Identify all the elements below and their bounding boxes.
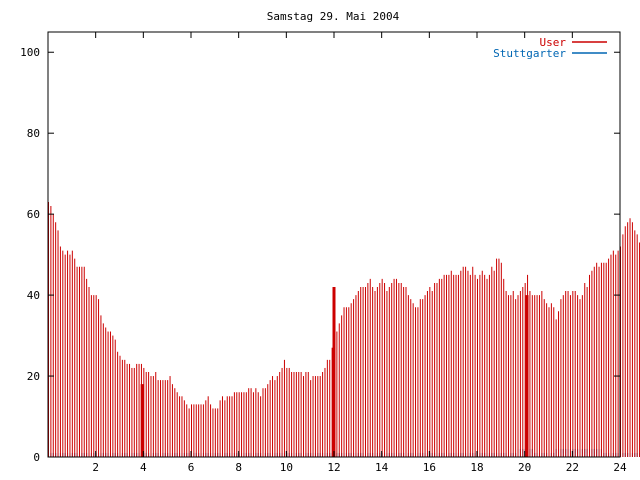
chart-title: Samstag 29. Mai 2004 [267, 10, 400, 23]
x-tick-label: 12 [327, 461, 340, 474]
legend: User Stuttgarter [493, 36, 607, 60]
bars-layer [48, 202, 640, 457]
y-tick-label: 100 [20, 46, 40, 59]
x-tick-label: 18 [470, 461, 483, 474]
x-tick-label: 22 [566, 461, 579, 474]
x-tick-label: 24 [613, 461, 627, 474]
legend-label-user: User [540, 36, 567, 49]
x-tick-label: 16 [423, 461, 436, 474]
x-tick-label: 20 [518, 461, 531, 474]
x-tick-label: 8 [235, 461, 242, 474]
x-tick-label: 10 [280, 461, 293, 474]
x-tick-label: 14 [375, 461, 389, 474]
x-tick-label: 6 [188, 461, 195, 474]
legend-label-stuttgarter: Stuttgarter [493, 47, 566, 60]
y-tick-label: 40 [27, 289, 40, 302]
x-tick-label: 2 [92, 461, 99, 474]
y-tick-label: 20 [27, 370, 40, 383]
x-tick-label: 4 [140, 461, 147, 474]
y-tick-label: 60 [27, 208, 40, 221]
y-tick-label: 0 [33, 451, 40, 464]
y-tick-label: 80 [27, 127, 40, 140]
